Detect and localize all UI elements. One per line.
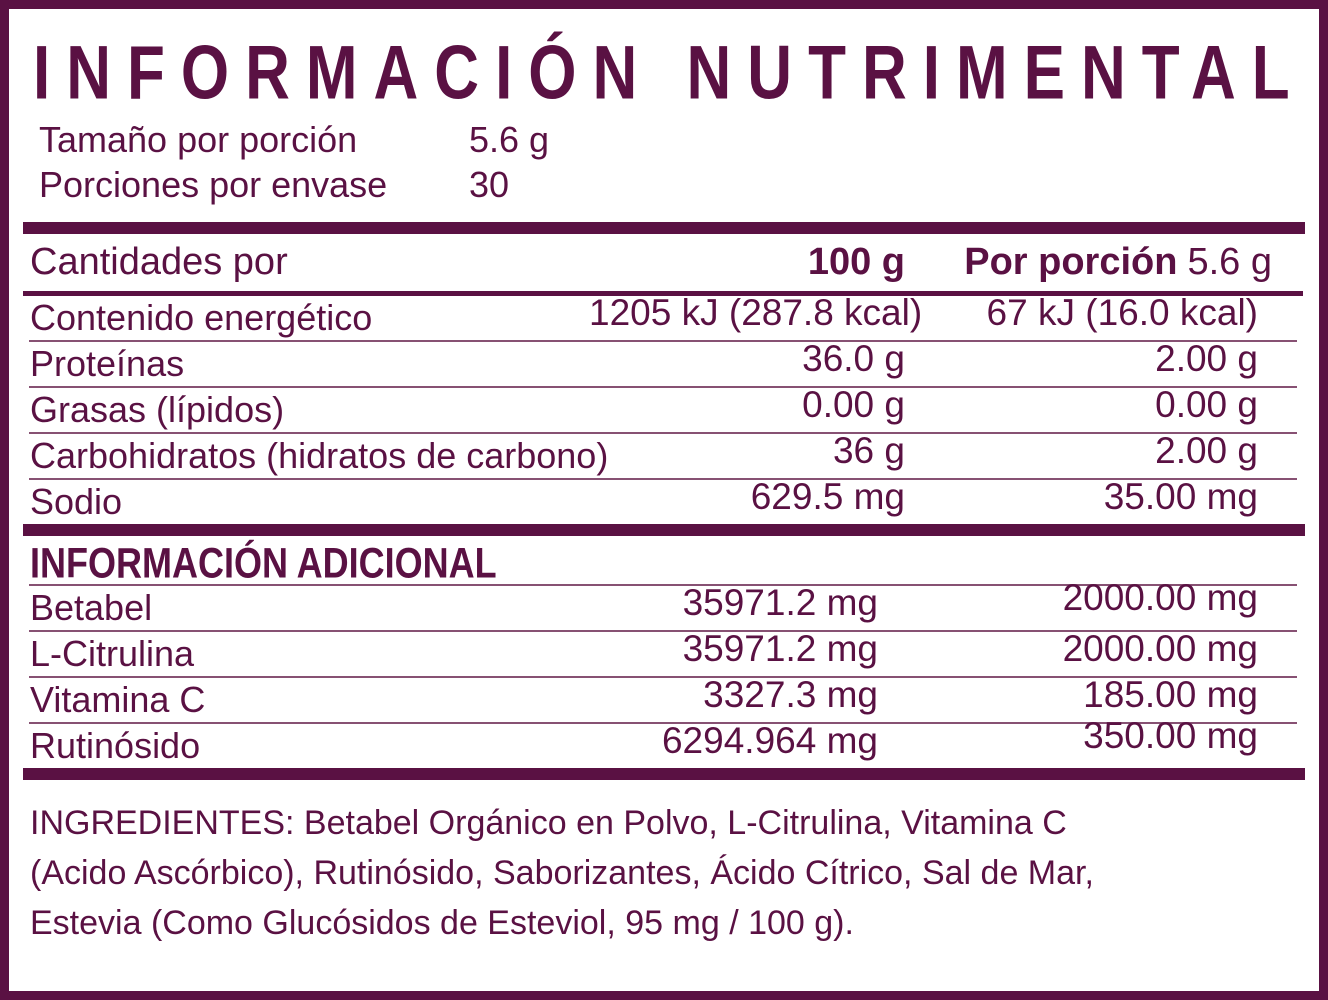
table-header-rule — [23, 291, 1303, 296]
header-section: INFORMACIÓN NUTRIMENTAL Tamaño por porci… — [9, 9, 1319, 222]
ingredient-per100-value: 3327.3 mg — [703, 674, 878, 715]
nutrient-portion-value: 35.00 mg — [1103, 476, 1258, 517]
table-row: Contenido energético 1205 kJ (287.8 kcal… — [9, 292, 1319, 340]
nutrient-per100-value: 36.0 g — [802, 338, 905, 379]
ingredients-text-line: Estevia (Como Glucósidos de Esteviol, 95… — [30, 904, 854, 942]
table-row: Rutinósido 6294.964 mg 350.00 mg — [9, 715, 1319, 768]
row-divider — [29, 432, 1297, 434]
portion-header-label: Por porción — [964, 241, 1178, 283]
nutrient-label: Proteínas — [30, 343, 185, 384]
nutrient-per100-value: 0.00 g — [802, 384, 905, 425]
row-divider — [29, 386, 1297, 388]
servings-per-container-value: 30 — [469, 164, 510, 205]
nutrient-portion-value: 0.00 g — [1155, 384, 1258, 425]
row-divider — [29, 630, 1297, 632]
nutrient-per100-value: 1205 kJ (287.8 kcal) — [589, 292, 923, 333]
additional-info-section: INFORMACIÓN ADICIONAL Betabel 35971.2 mg… — [9, 536, 1319, 768]
nutrient-label: Contenido energético — [30, 297, 373, 338]
row-divider — [29, 584, 1297, 586]
ingredient-label: Betabel — [30, 587, 153, 628]
section-divider-band — [23, 222, 1305, 234]
ingredients-text-line: INGREDIENTES: Betabel Orgánico en Polvo,… — [30, 804, 1067, 842]
ingredient-portion-value: 185.00 mg — [1083, 674, 1258, 715]
amounts-per-label: Cantidades por — [30, 241, 288, 283]
ingredient-portion-value: 2000.00 mg — [1062, 577, 1258, 618]
ingredient-label: Vitamina C — [30, 679, 206, 720]
row-divider — [29, 676, 1297, 678]
ingredient-label: Rutinósido — [30, 725, 201, 766]
portion-header-value: 5.6 g — [1187, 241, 1272, 283]
table-row: Betabel 35971.2 mg 2000.00 mg — [9, 577, 1319, 630]
servings-per-container-row: Porciones por envase 30 — [33, 162, 1319, 207]
table-row: Vitamina C 3327.3 mg 185.00 mg — [9, 674, 1319, 722]
column-header-portion: Por porción 5.6 g — [905, 241, 1319, 284]
ingredient-per100-value: 35971.2 mg — [682, 628, 878, 669]
row-divider — [29, 478, 1297, 480]
nutrient-per100-value: 629.5 mg — [750, 476, 905, 517]
nutrient-label: Grasas (lípidos) — [30, 389, 285, 430]
ingredients-section: INGREDIENTES: Betabel Orgánico en Polvo,… — [9, 780, 1319, 991]
nutrient-table-section: Cantidades por 100 g Por porción 5.6 g Co… — [9, 234, 1319, 524]
table-row: Carbohidratos (hidratos de carbono) 36 g… — [9, 430, 1319, 478]
nutrient-label: Carbohidratos (hidratos de carbono) — [30, 435, 609, 476]
additional-info-title: INFORMACIÓN ADICIONAL — [30, 538, 497, 588]
label-title: INFORMACIÓN NUTRIMENTAL — [33, 31, 1306, 116]
nutrient-per100-value: 36 g — [832, 430, 905, 471]
ingredient-portion-value: 350.00 mg — [1083, 715, 1258, 756]
ingredient-portion-value: 2000.00 mg — [1062, 628, 1258, 669]
serving-size-label: Tamaño por porción — [39, 119, 358, 160]
table-row: Sodio 629.5 mg 35.00 mg — [9, 476, 1319, 524]
nutrient-portion-value: 2.00 g — [1155, 338, 1258, 379]
table-row: L-Citrulina 35971.2 mg 2000.00 mg — [9, 628, 1319, 676]
nutrient-portion-value: 67 kJ (16.0 kcal) — [986, 292, 1258, 333]
table-header-row: Cantidades por 100 g Por porción 5.6 g — [9, 234, 1319, 291]
serving-size-row: Tamaño por porción 5.6 g — [33, 117, 1319, 162]
ingredient-per100-value: 6294.964 mg — [661, 720, 878, 761]
section-divider-band — [23, 524, 1305, 536]
row-divider — [29, 722, 1297, 724]
ingredient-per100-value: 35971.2 mg — [682, 582, 878, 623]
serving-size-value: 5.6 g — [469, 119, 550, 160]
ingredient-label: L-Citrulina — [30, 633, 195, 674]
row-divider — [29, 340, 1297, 342]
nutrient-portion-value: 2.00 g — [1155, 430, 1258, 471]
nutrient-label: Sodio — [30, 481, 123, 522]
table-row: Grasas (lípidos) 0.00 g 0.00 g — [9, 384, 1319, 432]
ingredients-text-line: (Acido Ascórbico), Rutinósido, Saborizan… — [30, 854, 1094, 892]
table-row: Proteínas 36.0 g 2.00 g — [9, 338, 1319, 386]
column-header-100g: 100 g — [807, 241, 905, 283]
servings-per-container-label: Porciones por envase — [39, 164, 388, 205]
section-divider-band — [23, 768, 1305, 780]
